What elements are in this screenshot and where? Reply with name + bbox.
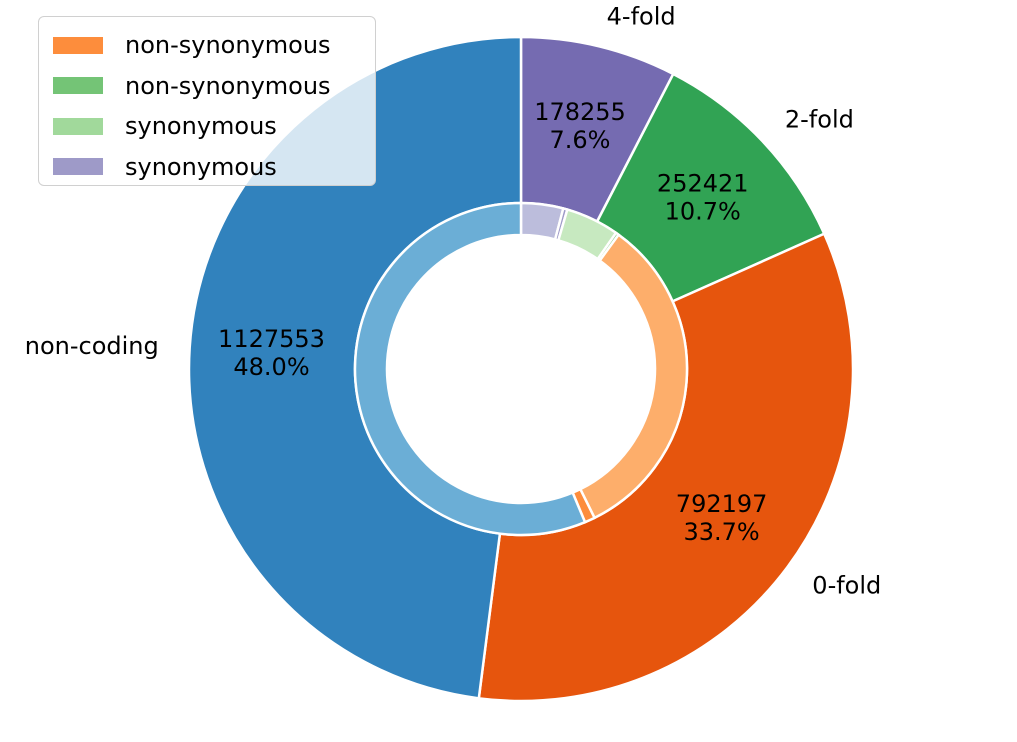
- value-label: 792197: [676, 490, 768, 518]
- legend-item: synonymous: [49, 147, 365, 188]
- category-label: 2-fold: [785, 106, 854, 134]
- legend: non-synonymous non-synonymous synonymous…: [38, 16, 376, 186]
- legend-item: non-synonymous: [49, 66, 365, 107]
- legend-label: non-synonymous: [125, 71, 331, 100]
- value-label: 1127553: [218, 325, 325, 353]
- inner-ring: [353, 201, 689, 537]
- percent-label: 10.7%: [665, 197, 741, 225]
- value-label: 252421: [657, 169, 749, 197]
- category-label: non-coding: [25, 332, 159, 360]
- legend-item: synonymous: [49, 106, 365, 147]
- percent-label: 48.0%: [233, 353, 309, 381]
- legend-swatch: [53, 36, 103, 54]
- legend-swatch: [53, 77, 103, 95]
- legend-swatch: [53, 117, 103, 135]
- legend-item: non-synonymous: [49, 25, 365, 66]
- value-label: 178255: [534, 98, 626, 126]
- category-label: 0-fold: [812, 572, 881, 600]
- legend-swatch: [53, 158, 103, 176]
- percent-label: 7.6%: [550, 126, 611, 154]
- legend-label: non-synonymous: [125, 31, 331, 60]
- outer-ring: [187, 35, 855, 703]
- category-label: 4-fold: [607, 2, 676, 30]
- inner-wedge: [353, 201, 587, 537]
- percent-label: 33.7%: [683, 518, 759, 546]
- legend-label: synonymous: [125, 112, 277, 141]
- legend-label: synonymous: [125, 152, 277, 181]
